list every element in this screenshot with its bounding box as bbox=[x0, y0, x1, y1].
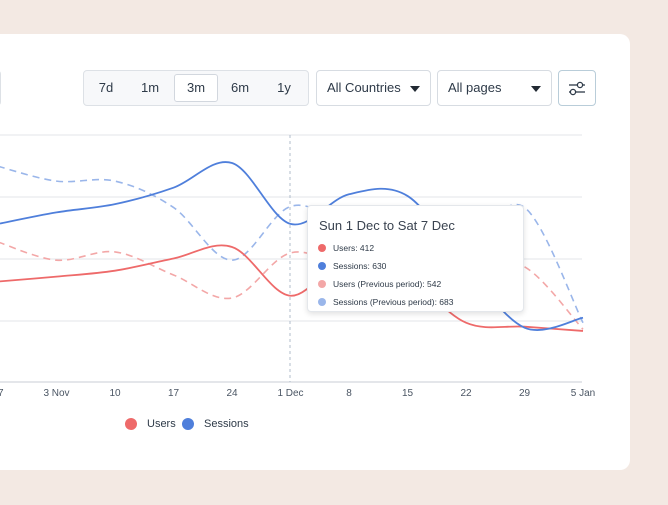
sessions-dot bbox=[318, 261, 326, 270]
x-tick-label: 3 Nov bbox=[43, 388, 70, 399]
tooltip-row-users-prev: Users (Previous period): 542 bbox=[318, 278, 441, 290]
tooltip-row-users: Users: 412 bbox=[318, 242, 374, 254]
x-tick-label: 15 bbox=[401, 388, 414, 399]
legend-users-dot bbox=[125, 418, 137, 430]
users-dot bbox=[318, 243, 326, 252]
legend-sessions-label[interactable]: Sessions bbox=[204, 418, 249, 430]
country-select[interactable]: All Countries bbox=[316, 70, 431, 106]
series-line-sessions-previous-period bbox=[0, 166, 584, 324]
date-range-selector: 7d 1m 3m 6m 1y bbox=[83, 70, 309, 106]
tooltip-sessions-value: Sessions: 630 bbox=[333, 261, 387, 271]
filter-settings-button[interactable] bbox=[558, 70, 596, 106]
tooltip-row-sessions: Sessions: 630 bbox=[318, 260, 386, 272]
tooltip-sessions-prev-value: Sessions (Previous period): 683 bbox=[333, 297, 454, 307]
x-tick-label: 1 Dec bbox=[277, 388, 304, 399]
tooltip-title: Sun 1 Dec to Sat 7 Dec bbox=[319, 218, 455, 233]
chart-tooltip: Sun 1 Dec to Sat 7 Dec Users: 412 Sessio… bbox=[307, 205, 524, 312]
tooltip-users-value: Users: 412 bbox=[333, 243, 375, 253]
country-select-value: All Countries bbox=[327, 80, 401, 95]
x-tick-label: 27 bbox=[0, 388, 4, 399]
pages-select-value: All pages bbox=[448, 80, 502, 95]
chevron-down-icon bbox=[531, 86, 541, 92]
chevron-down-icon bbox=[410, 86, 420, 92]
x-tick-label: 10 bbox=[109, 388, 121, 399]
sliders-icon bbox=[569, 81, 585, 96]
range-tab-3m[interactable]: 3m bbox=[174, 74, 218, 102]
range-tab-7d[interactable]: 7d bbox=[98, 80, 114, 95]
series-line-users bbox=[0, 244, 584, 332]
users-prev-dot bbox=[318, 279, 326, 288]
x-tick-label: 29 bbox=[518, 388, 531, 399]
range-tab-1y[interactable]: 1y bbox=[277, 80, 291, 95]
legend-users-label[interactable]: Users bbox=[147, 418, 176, 430]
range-tab-1m[interactable]: 1m bbox=[140, 80, 160, 95]
x-tick-label: 24 bbox=[226, 388, 238, 399]
x-tick-label: 17 bbox=[167, 388, 180, 399]
tooltip-row-sessions-prev: Sessions (Previous period): 683 bbox=[318, 296, 453, 308]
range-tab-6m[interactable]: 6m bbox=[230, 80, 250, 95]
x-tick-label: 5 Jan bbox=[570, 388, 596, 399]
x-tick-label: 8 bbox=[346, 388, 352, 399]
sessions-prev-dot bbox=[318, 297, 326, 306]
x-tick-label: 22 bbox=[460, 388, 472, 399]
legend-sessions-dot bbox=[182, 418, 194, 430]
pages-select[interactable]: All pages bbox=[437, 70, 552, 106]
tooltip-users-prev-value: Users (Previous period): 542 bbox=[333, 279, 442, 289]
